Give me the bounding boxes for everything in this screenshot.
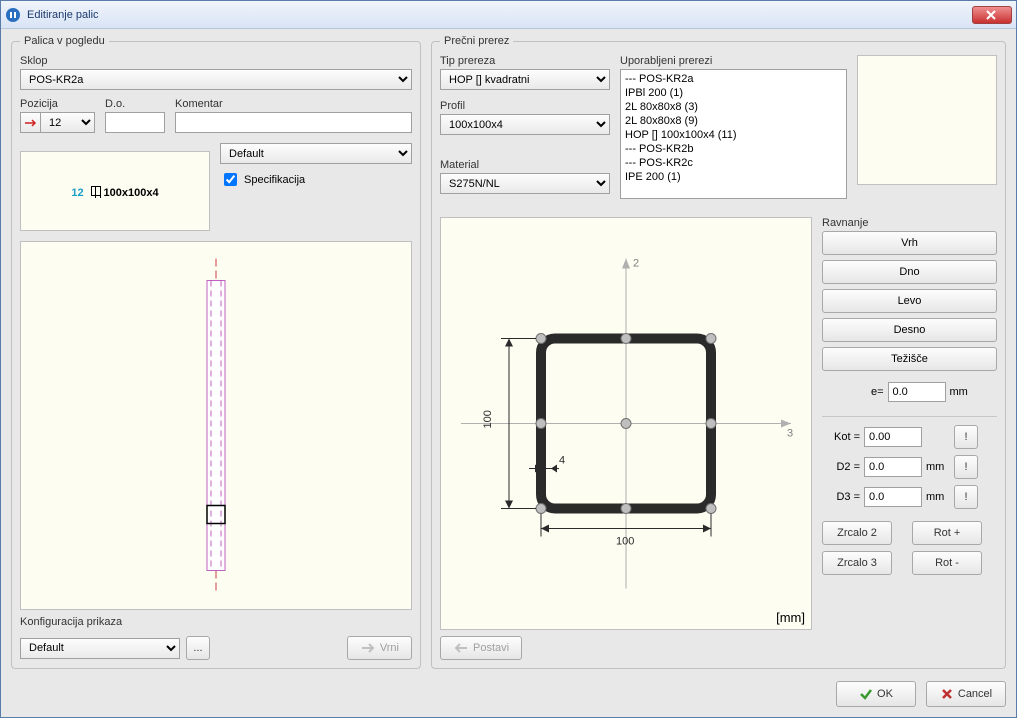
list-item[interactable]: --- POS-KR2b <box>623 142 844 156</box>
side-panel: Ravnanje Vrh Dno Levo Desno Težišče e= m… <box>822 217 997 630</box>
postavi-button[interactable]: Postavi <box>440 636 522 660</box>
d2-label: D2 = <box>822 461 860 473</box>
kot-label: Kot = <box>822 431 860 443</box>
kot-input[interactable] <box>864 427 922 447</box>
list-item[interactable]: HOP [] 100x100x4 (11) <box>623 128 844 142</box>
preview-number: 12 <box>71 187 83 199</box>
profil-select[interactable]: 100x100x4 <box>440 114 610 135</box>
config-label: Konfiguracija prikaza <box>20 616 412 628</box>
material-select[interactable]: S275N/NL <box>440 173 610 194</box>
elevation-view[interactable] <box>20 241 412 610</box>
footer: OK Cancel <box>11 669 1006 707</box>
align-dno-button[interactable]: Dno <box>822 260 997 284</box>
list-item[interactable]: --- POS-KR2c <box>623 156 844 170</box>
d2-apply-button[interactable]: ! <box>954 455 978 479</box>
axis-3-label: 3 <box>787 428 793 440</box>
d3-input[interactable] <box>864 487 922 507</box>
dim-4: 4 <box>559 455 565 467</box>
cancel-button[interactable]: Cancel <box>926 681 1006 707</box>
section-svg: 2 3 <box>441 218 811 629</box>
sklop-select[interactable]: POS-KR2a <box>20 69 412 90</box>
list-item[interactable]: IPE 200 (1) <box>623 170 844 184</box>
sklop-label: Sklop <box>20 55 412 67</box>
config-more-button[interactable]: ... <box>186 636 210 660</box>
pozicija-label: Pozicija <box>20 98 95 110</box>
d3-apply-button[interactable]: ! <box>954 485 978 509</box>
do-input[interactable] <box>105 112 165 133</box>
ravnanje-label: Ravnanje <box>822 217 997 229</box>
unit-label: [mm] <box>776 610 805 625</box>
profil-label: Profil <box>440 100 610 112</box>
rotminus-button[interactable]: Rot - <box>912 551 982 575</box>
config-select[interactable]: Default <box>20 638 180 659</box>
d2-unit: mm <box>926 461 950 473</box>
spec-label: Specifikacija <box>244 174 305 186</box>
preview-profile: 100x100x4 <box>104 187 159 199</box>
tip-label: Tip prereza <box>440 55 610 67</box>
titlebar: Editiranje palic <box>1 1 1016 29</box>
dim-100-v: 100 <box>482 410 494 428</box>
axis-2-label: 2 <box>633 258 639 270</box>
preview-placeholder <box>857 55 997 185</box>
used-sections-list[interactable]: --- POS-KR2aIPBl 200 (1)2L 80x80x8 (3)2L… <box>620 69 847 199</box>
content: Palica v pogledu Sklop POS-KR2a Pozicija <box>1 29 1016 717</box>
d3-unit: mm <box>926 491 950 503</box>
rotplus-button[interactable]: Rot + <box>912 521 982 545</box>
list-item[interactable]: IPBl 200 (1) <box>623 86 844 100</box>
align-tezisce-button[interactable]: Težišče <box>822 347 997 371</box>
tip-select[interactable]: HOP [] kvadratni <box>440 69 610 90</box>
elevation-svg <box>21 242 411 609</box>
app-icon <box>5 7 21 23</box>
profile-glyph-icon <box>91 186 101 196</box>
d3-label: D3 = <box>822 491 860 503</box>
d2-input[interactable] <box>864 457 922 477</box>
list-item[interactable]: 2L 80x80x8 (9) <box>623 114 844 128</box>
vrni-button[interactable]: Vrni <box>347 636 412 660</box>
pozicija-select[interactable]: 12 <box>40 112 95 133</box>
list-item[interactable]: --- POS-KR2a <box>623 72 844 86</box>
komentar-label: Komentar <box>175 98 412 110</box>
align-desno-button[interactable]: Desno <box>822 318 997 342</box>
komentar-input[interactable] <box>175 112 412 133</box>
spec-checkbox-wrap[interactable]: Specifikacija <box>220 170 412 189</box>
used-label: Uporabljeni prerezi <box>620 55 847 67</box>
right-legend: Prečni prerez <box>440 35 513 47</box>
e-input[interactable] <box>888 382 946 402</box>
e-label: e= <box>846 386 884 398</box>
kot-apply-button[interactable]: ! <box>954 425 978 449</box>
e-unit: mm <box>950 386 974 398</box>
section-view[interactable]: 2 3 <box>440 217 812 630</box>
window-title: Editiranje palic <box>27 9 972 21</box>
dialog-window: Editiranje palic Palica v pogledu Sklop … <box>0 0 1017 718</box>
left-legend: Palica v pogledu <box>20 35 109 47</box>
spec-checkbox[interactable] <box>224 173 237 186</box>
zrcalo2-button[interactable]: Zrcalo 2 <box>822 521 892 545</box>
material-label: Material <box>440 159 610 171</box>
list-item[interactable]: 2L 80x80x8 (3) <box>623 100 844 114</box>
do-label: D.o. <box>105 98 165 110</box>
zrcalo3-button[interactable]: Zrcalo 3 <box>822 551 892 575</box>
arrow-right-icon <box>20 112 40 133</box>
align-vrh-button[interactable]: Vrh <box>822 231 997 255</box>
close-button[interactable] <box>972 6 1012 24</box>
dim-100-h: 100 <box>616 536 634 548</box>
label-preview: 12 100x100x4 <box>20 151 210 231</box>
ok-button[interactable]: OK <box>836 681 916 707</box>
align-levo-button[interactable]: Levo <box>822 289 997 313</box>
label-style-select[interactable]: Default <box>220 143 412 164</box>
